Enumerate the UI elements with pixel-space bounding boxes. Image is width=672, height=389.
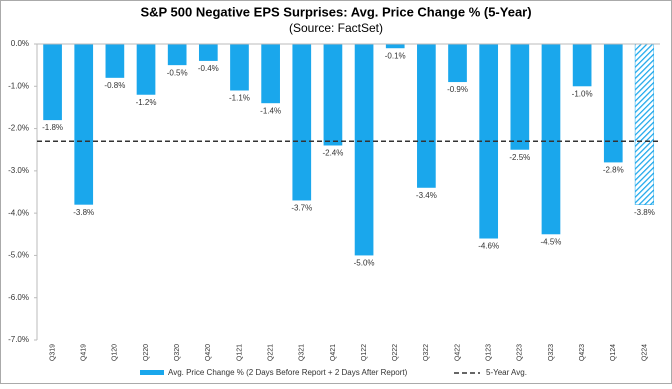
x-tick-label: Q319 [49, 344, 56, 361]
legend-label: Avg. Price Change % (2 Days Before Repor… [168, 368, 408, 377]
bar [105, 44, 125, 78]
y-tick-label: -4.0% [8, 208, 29, 217]
value-label: -2.8% [603, 166, 624, 175]
value-label: -4.6% [478, 242, 499, 251]
bar [572, 44, 592, 87]
y-tick-label: -7.0% [8, 335, 29, 344]
x-tick-label: Q220 [143, 344, 150, 361]
bar [417, 44, 436, 188]
legend-swatch [140, 370, 164, 375]
y-tick-label: -5.0% [8, 251, 29, 260]
chart-title: S&P 500 Negative EPS Surprises: Avg. Pri… [140, 4, 531, 19]
x-tick-label: Q122 [361, 344, 368, 361]
value-label: -5.0% [354, 259, 375, 268]
value-label: -0.5% [167, 68, 188, 77]
x-tick-label: Q221 [267, 344, 274, 361]
x-tick-label: Q224 [641, 344, 648, 361]
x-tick-label: Q422 [454, 344, 461, 361]
bar [354, 44, 374, 256]
bar [292, 44, 312, 201]
value-label: -3.7% [291, 204, 312, 213]
bar [74, 44, 94, 205]
value-label: -1.1% [229, 94, 250, 103]
x-tick-label: Q223 [517, 344, 524, 361]
legend-label: 5-Year Avg. [486, 368, 527, 377]
bar [136, 44, 156, 95]
x-tick-label: Q421 [330, 344, 337, 361]
bar [323, 44, 343, 146]
value-label: -4.5% [541, 237, 562, 246]
value-label: -0.4% [198, 64, 219, 73]
value-label: -1.8% [42, 123, 63, 132]
bar [167, 44, 187, 66]
x-tick-label: Q123 [486, 344, 493, 361]
value-label: -2.4% [322, 149, 343, 158]
x-tick-label: Q321 [299, 344, 306, 361]
x-tick-label: Q320 [174, 344, 181, 361]
value-label: -0.1% [385, 51, 406, 60]
x-tick-label: Q124 [610, 344, 617, 361]
y-tick-label: -2.0% [8, 124, 29, 133]
chart-subtitle: (Source: FactSet) [289, 21, 383, 35]
y-tick-label: 0.0% [11, 39, 29, 48]
value-label: -1.4% [260, 106, 281, 115]
y-tick-label: -3.0% [8, 166, 29, 175]
y-tick-label: -6.0% [8, 293, 29, 302]
bar [448, 44, 467, 83]
bar [230, 44, 249, 91]
x-tick-label: Q120 [112, 344, 119, 361]
bar [541, 44, 561, 235]
value-label: -2.5% [509, 153, 530, 162]
value-label: -3.4% [416, 191, 437, 200]
bar [603, 44, 623, 163]
x-tick-label: Q222 [392, 344, 399, 361]
value-label: -0.8% [104, 81, 125, 90]
x-tick-label: Q121 [236, 344, 243, 361]
x-tick-label: Q423 [579, 344, 586, 361]
value-label: -1.0% [572, 89, 593, 98]
x-tick-label: Q323 [548, 344, 555, 361]
bar [261, 44, 280, 104]
x-tick-label: Q322 [423, 344, 430, 361]
bar [634, 43, 655, 205]
x-tick-label: Q420 [205, 344, 212, 361]
value-label: -3.8% [634, 208, 655, 217]
bar [198, 44, 218, 61]
y-tick-label: -1.0% [8, 81, 29, 90]
bar [510, 44, 530, 150]
value-label: -1.2% [136, 98, 157, 107]
bar [385, 44, 405, 49]
value-label: -3.8% [73, 208, 94, 217]
value-label: -0.9% [447, 85, 468, 94]
x-tick-label: Q419 [81, 344, 88, 361]
bar [43, 44, 62, 121]
